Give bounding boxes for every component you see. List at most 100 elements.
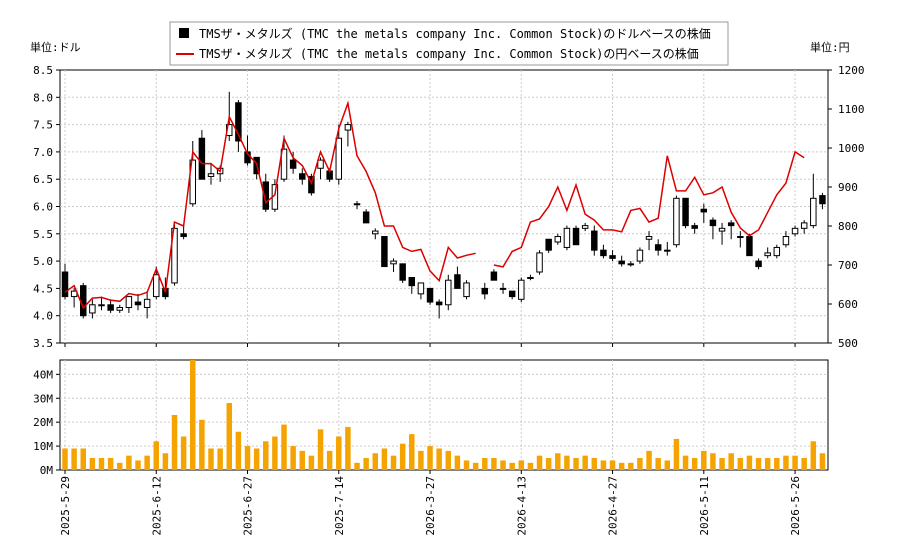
candle-down xyxy=(180,233,187,238)
candle xyxy=(299,168,306,185)
candle xyxy=(335,124,343,185)
volume-gridlines xyxy=(60,360,828,470)
candle-up xyxy=(143,298,151,309)
x-tick-label: 2025-6-12 xyxy=(150,476,163,536)
volume-bar xyxy=(381,448,388,470)
volume-bar xyxy=(755,458,762,470)
volume-bar xyxy=(618,462,625,470)
candle-down xyxy=(609,255,616,259)
volume-bar xyxy=(253,448,260,470)
candle xyxy=(773,244,781,259)
legend-label-dollar: TMSザ・メタルズ (TMC the metals company Inc. C… xyxy=(199,26,711,41)
left-tick-label: 6.0 xyxy=(33,201,53,214)
left-tick-label: 5.5 xyxy=(33,228,53,241)
volume-bar xyxy=(527,462,534,470)
candle-up xyxy=(499,287,507,290)
x-tick-label: 2025-7-14 xyxy=(333,476,346,536)
candle-down xyxy=(508,290,516,298)
candle-up xyxy=(390,260,397,265)
volume-bar xyxy=(171,415,178,470)
candle-down xyxy=(134,301,142,306)
candle xyxy=(116,304,123,313)
x-tick-label: 2026-5-26 xyxy=(789,476,802,536)
candle-up xyxy=(764,252,771,257)
volume-bar xyxy=(290,446,296,470)
volume-bar xyxy=(409,434,415,470)
candle xyxy=(454,266,461,289)
volume-bar xyxy=(372,453,379,470)
volume-bar xyxy=(190,360,196,470)
volume-bar xyxy=(463,460,470,470)
candle-up xyxy=(171,227,178,284)
candle xyxy=(372,228,379,240)
volume-bar xyxy=(62,448,68,470)
candle-up xyxy=(737,236,744,239)
candle-up xyxy=(554,236,562,243)
candle-up xyxy=(125,296,133,309)
candle xyxy=(134,293,142,311)
left-tick-label: 8.5 xyxy=(33,64,53,77)
candle xyxy=(143,291,151,319)
right-tick-label: 1200 xyxy=(838,64,865,77)
candle xyxy=(691,222,698,234)
candle-up xyxy=(372,230,379,235)
candle-up xyxy=(280,148,288,180)
volume-bar xyxy=(80,448,86,470)
volume-bar xyxy=(801,458,807,470)
candle xyxy=(390,258,397,273)
volume-bar xyxy=(600,460,607,470)
left-tick-label: 5.0 xyxy=(33,255,53,268)
volume-bar xyxy=(509,462,515,470)
volume-bar xyxy=(153,441,159,470)
candle-up xyxy=(417,282,425,295)
candle xyxy=(545,238,552,253)
candle-down xyxy=(454,274,461,289)
volume-bar xyxy=(701,450,707,470)
candle xyxy=(353,201,361,210)
candle xyxy=(198,130,206,180)
candle-down xyxy=(618,260,625,265)
candle-down xyxy=(80,285,87,317)
candle xyxy=(262,173,270,212)
volume-bar xyxy=(719,458,725,470)
volume-bar xyxy=(144,455,150,470)
candle-down xyxy=(591,230,598,251)
left-unit-label: 単位:ドル xyxy=(30,40,81,54)
candle xyxy=(463,280,470,300)
volume-bar xyxy=(354,462,360,470)
candle xyxy=(499,282,507,294)
left-axis: 3.5 4.0 4.5 5.0 5.5 6.0 6.5 7.0 7.5 8.0 8.5 xyxy=(33,64,60,350)
candle xyxy=(153,266,160,300)
volume-bar xyxy=(390,455,397,470)
candle-down xyxy=(755,260,762,268)
candle xyxy=(746,233,753,257)
volume-bar xyxy=(573,458,579,470)
candle-down xyxy=(399,263,406,281)
volume-bar xyxy=(126,455,132,470)
volume-series xyxy=(62,360,826,470)
left-tick-label: 7.5 xyxy=(33,119,53,132)
candle-down xyxy=(481,287,489,295)
candle xyxy=(673,195,680,248)
volume-bar xyxy=(217,448,223,470)
volume-bar xyxy=(281,424,287,470)
volume-bar xyxy=(564,455,570,470)
volume-bar xyxy=(819,453,826,470)
candle xyxy=(399,263,406,283)
candle-down xyxy=(682,197,689,227)
candle-down xyxy=(691,225,698,229)
right-tick-label: 500 xyxy=(838,337,858,350)
candle-down xyxy=(408,276,416,287)
candle xyxy=(600,244,607,259)
legend: TMSザ・メタルズ (TMC the metals company Inc. C… xyxy=(169,21,729,66)
candle xyxy=(381,236,388,268)
candle xyxy=(125,296,133,313)
volume-bar xyxy=(664,460,671,470)
candle xyxy=(289,151,297,174)
candle xyxy=(107,299,114,313)
legend-box xyxy=(169,21,729,66)
candle xyxy=(782,231,790,248)
candle-up xyxy=(527,276,534,279)
candle-down xyxy=(61,271,69,298)
volume-bar xyxy=(518,460,525,470)
